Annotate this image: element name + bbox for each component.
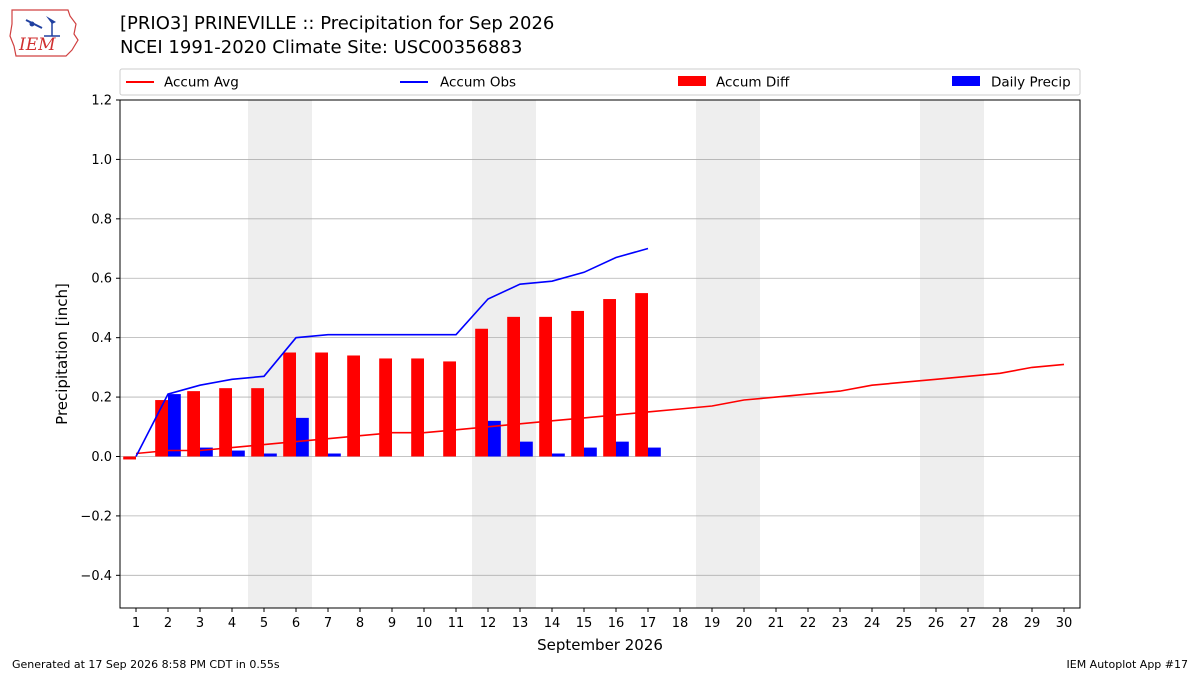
x-tick-label: 24 [864,616,881,631]
series-lines [135,247,1065,457]
x-tick-label: 23 [832,616,849,631]
y-tick-label: 1.0 [91,153,112,168]
x-tick-label: 21 [768,616,785,631]
x-axis-label: September 2026 [537,636,663,654]
y-axis-label: Precipitation [inch] [53,283,71,425]
y-tick-label: 0.8 [91,212,112,227]
x-tick-label: 20 [736,616,753,631]
accum-diff-bar-15 [571,310,584,457]
chart-title: [PRIO3] PRINEVILLE :: Precipitation for … [120,13,555,34]
app-label: IEM Autoplot App #17 [1066,658,1189,671]
chart-subtitle: NCEI 1991-2020 Climate Site: USC00356883 [120,37,523,58]
y-tick-label: 0.4 [91,331,112,346]
accum-diff-bar-8 [347,355,360,457]
accum-diff-bar-2 [155,400,168,457]
x-tick-label: 25 [896,616,913,631]
weekend-band-2 [696,100,760,608]
x-tick-label: 5 [260,616,268,631]
iowa-map-icon: IEM [9,9,79,57]
accum-diff-bar-7 [315,352,328,457]
x-tick-label: 29 [1024,616,1041,631]
x-tick-label: 26 [928,616,945,631]
daily-precip-bar-13 [520,441,533,457]
x-tick-label: 13 [512,616,529,631]
x-tick-label: 22 [800,616,817,631]
x-tick-label: 30 [1056,616,1073,631]
weekend-bands [248,100,984,608]
legend-swatch-2 [678,76,706,86]
x-axis-ticks: 1 2 3 4 5 6 7 8 9 10 11 12 13 14 15 16 17 18 19 20 21 22 23 24 2… [132,608,1072,631]
y-tick-label: 0.2 [91,391,112,406]
accum-diff-bar-17 [635,293,648,457]
y-tick-label: 0.0 [91,450,112,465]
x-tick-label: 19 [704,616,721,631]
daily-precip-bar-7 [328,453,341,457]
daily-precip-bar-12 [488,420,501,457]
accum-diff-bar-3 [187,391,200,457]
x-tick-label: 1 [132,616,140,631]
y-axis-ticks: −0.4 −0.2 0.0 0.2 0.4 0.6 0.8 1.0 1.2 [80,94,120,584]
x-tick-label: 11 [448,616,465,631]
legend-label-3: Daily Precip [991,75,1071,91]
accum-obs-line [135,247,649,457]
accum-diff-bar-16 [603,299,616,457]
x-tick-label: 3 [196,616,204,631]
daily-precip-bar-16 [616,441,629,457]
accum-diff-bar-6 [283,352,296,457]
accum-diff-bar-14 [539,316,552,457]
accum-diff-bar-13 [507,316,520,457]
daily-precip-bar-5 [264,453,277,457]
legend-frame [119,68,1081,96]
accum-diff-bar-11 [443,361,456,457]
legend: Accum Avg Accum Obs Accum Diff Daily Precip [119,68,1081,96]
x-tick-label: 28 [992,616,1009,631]
x-tick-label: 2 [164,616,172,631]
x-tick-label: 4 [228,616,236,631]
daily-precip-bar-2 [168,394,181,457]
x-tick-label: 17 [640,616,657,631]
x-tick-label: 7 [324,616,332,631]
x-tick-label: 9 [388,616,396,631]
daily-precip-bar-4 [232,450,245,457]
daily-precip-bar-6 [296,417,309,457]
weekend-band-3 [920,100,984,608]
y-tick-label: −0.4 [80,569,112,584]
legend-swatch-3 [952,76,980,86]
legend-label-2: Accum Diff [716,75,790,91]
accum-diff-bar-4 [219,388,232,457]
y-tick-label: 1.2 [91,94,112,109]
accum-diff-bar-9 [379,358,392,457]
legend-label-0: Accum Avg [164,75,239,91]
x-tick-label: 18 [672,616,689,631]
accum-diff-bar-10 [411,358,424,457]
x-tick-label: 14 [544,616,561,631]
weekend-band-0 [248,100,312,608]
bar-marks [123,293,661,460]
daily-precip-bar-3 [200,447,213,457]
accum-diff-bar-5 [251,388,264,457]
x-tick-label: 8 [356,616,364,631]
daily-precip-bar-15 [584,447,597,457]
accum-avg-line [135,363,1065,455]
daily-precip-bar-14 [552,453,565,457]
legend-label-1: Accum Obs [440,75,516,91]
x-tick-label: 6 [292,616,300,631]
daily-precip-bar-17 [648,447,661,457]
logo-text: IEM [18,35,56,55]
x-tick-label: 10 [416,616,433,631]
iem-logo: IEM [8,6,82,60]
y-tick-label: 0.6 [91,272,112,287]
x-tick-label: 15 [576,616,593,631]
plot-frame [119,99,1081,609]
x-tick-label: 12 [480,616,497,631]
accum-diff-bar-1 [123,456,136,460]
accum-diff-bar-12 [475,328,488,457]
y-tick-label: −0.2 [80,509,112,524]
x-tick-label: 27 [960,616,977,631]
x-tick-label: 16 [608,616,625,631]
generated-timestamp: Generated at 17 Sep 2026 8:58 PM CDT in … [12,658,280,671]
